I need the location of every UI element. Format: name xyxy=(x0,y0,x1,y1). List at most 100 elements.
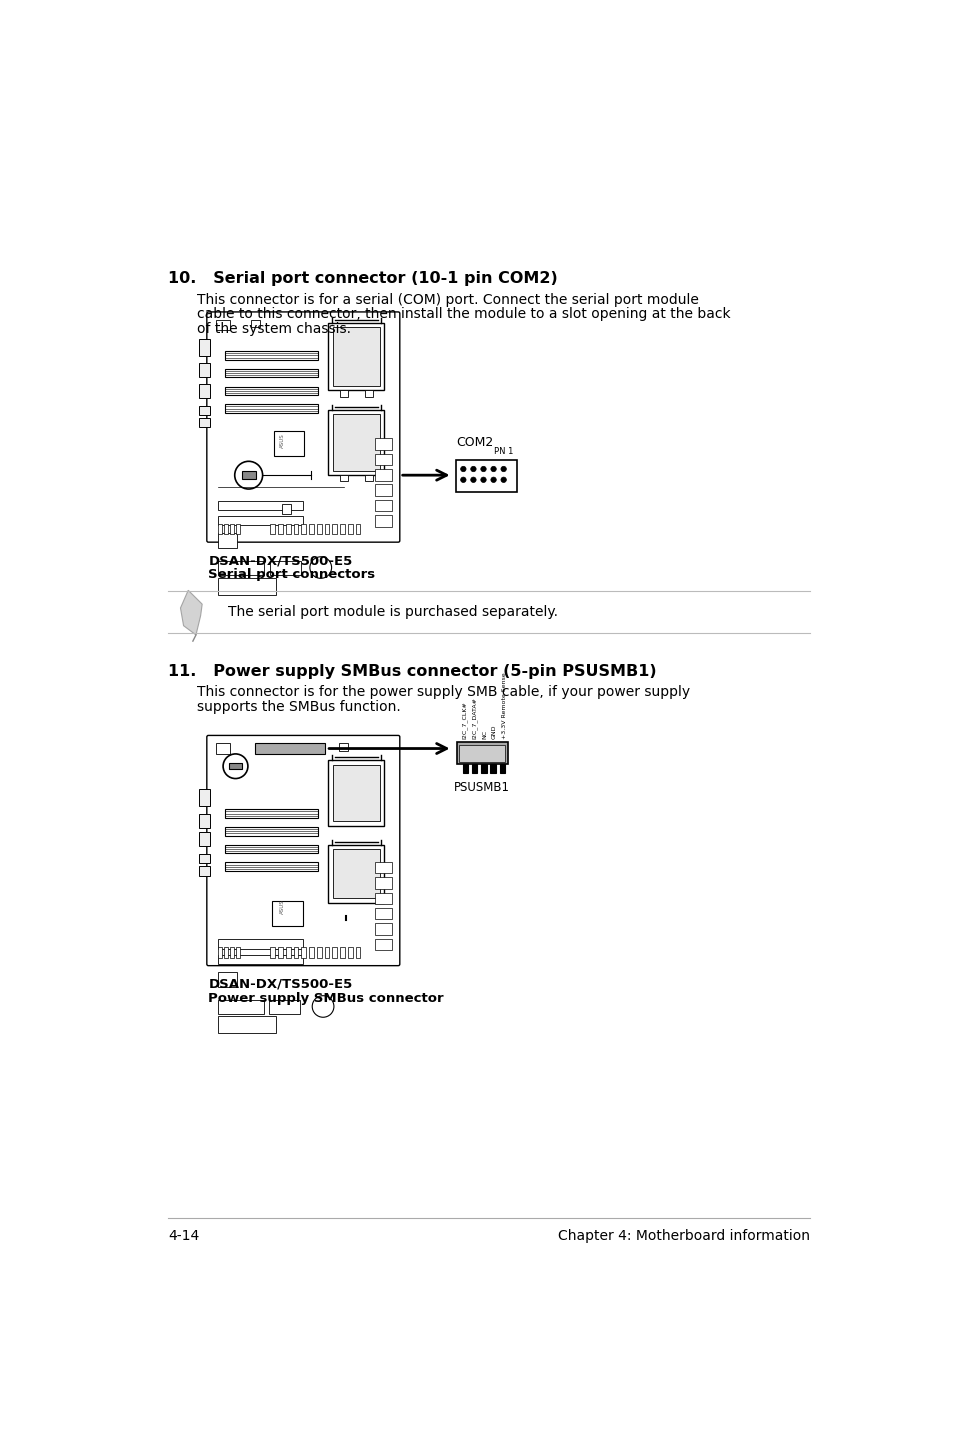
Bar xyxy=(199,384,210,398)
Bar xyxy=(224,523,228,535)
Bar xyxy=(225,351,318,360)
FancyBboxPatch shape xyxy=(207,735,399,966)
Bar xyxy=(328,322,384,391)
Bar xyxy=(375,453,392,464)
Circle shape xyxy=(491,466,496,472)
Bar xyxy=(199,362,210,377)
Text: 10.   Serial port connector (10-1 pin COM2): 10. Serial port connector (10-1 pin COM2… xyxy=(168,272,558,286)
Text: Serial port connectors: Serial port connectors xyxy=(208,568,375,581)
Text: supports the SMBus function.: supports the SMBus function. xyxy=(196,700,400,715)
Bar xyxy=(328,761,384,825)
Circle shape xyxy=(500,477,506,483)
Bar xyxy=(309,948,314,958)
Text: 4-14: 4-14 xyxy=(168,1229,199,1242)
Polygon shape xyxy=(180,590,202,636)
Bar xyxy=(324,948,329,958)
Text: COM2: COM2 xyxy=(456,436,493,449)
Bar xyxy=(333,414,379,470)
Bar xyxy=(472,764,476,774)
Bar xyxy=(301,523,306,535)
Bar xyxy=(216,319,230,331)
Bar xyxy=(199,339,210,355)
Bar xyxy=(301,948,306,958)
Bar xyxy=(230,948,233,958)
Bar xyxy=(216,743,230,754)
Bar xyxy=(217,972,236,988)
Text: 11.   Power supply SMBus connector (5-pin PSUSMB1): 11. Power supply SMBus connector (5-pin … xyxy=(168,664,656,679)
Bar xyxy=(199,866,210,876)
Circle shape xyxy=(480,466,486,472)
Bar xyxy=(251,319,260,328)
Bar xyxy=(286,948,291,958)
Bar xyxy=(286,523,291,535)
Bar xyxy=(278,948,282,958)
Bar xyxy=(199,814,210,828)
Bar xyxy=(348,948,353,958)
Bar xyxy=(333,328,379,385)
Bar xyxy=(225,863,318,871)
Bar xyxy=(462,764,468,774)
Bar xyxy=(332,948,336,958)
Bar xyxy=(365,391,373,397)
Text: GND: GND xyxy=(492,725,497,739)
Text: cable to this connector, then install the module to a slot opening at the back: cable to this connector, then install th… xyxy=(196,308,730,321)
Bar xyxy=(217,500,303,510)
Bar xyxy=(225,827,318,835)
Text: +3.3V Remote Sense: +3.3V Remote Sense xyxy=(501,673,507,739)
Bar xyxy=(217,1001,264,1014)
Bar xyxy=(316,523,321,535)
Bar xyxy=(241,472,255,479)
Bar xyxy=(375,907,392,919)
Text: PSUSMB1: PSUSMB1 xyxy=(454,781,510,794)
Bar xyxy=(217,578,275,594)
Bar xyxy=(375,923,392,935)
Bar xyxy=(332,523,336,535)
Bar xyxy=(375,515,392,526)
Text: This connector is for the power supply SMB cable, if your power supply: This connector is for the power supply S… xyxy=(196,686,689,699)
Bar xyxy=(340,475,348,482)
Bar xyxy=(217,955,303,963)
Bar xyxy=(217,939,303,949)
Bar xyxy=(375,485,392,496)
Bar xyxy=(490,764,496,774)
Bar xyxy=(199,789,210,807)
Bar xyxy=(224,948,228,958)
Bar xyxy=(328,844,384,903)
Circle shape xyxy=(234,462,262,489)
Bar xyxy=(254,743,324,754)
Bar xyxy=(229,764,241,769)
Bar xyxy=(269,1001,299,1014)
Bar xyxy=(217,516,303,525)
Circle shape xyxy=(460,466,466,472)
Bar xyxy=(225,844,318,853)
Bar xyxy=(480,764,486,774)
Circle shape xyxy=(310,557,332,578)
Bar xyxy=(375,939,392,951)
Bar xyxy=(348,523,353,535)
Circle shape xyxy=(480,477,486,483)
Bar xyxy=(270,523,274,535)
Bar xyxy=(365,475,373,482)
Text: Chapter 4: Motherboard information: Chapter 4: Motherboard information xyxy=(558,1229,809,1242)
Bar xyxy=(270,561,301,575)
Bar xyxy=(340,523,344,535)
Bar xyxy=(499,764,505,774)
Bar xyxy=(217,948,221,958)
Bar xyxy=(199,418,210,427)
Bar xyxy=(199,854,210,863)
Bar xyxy=(294,523,298,535)
Bar xyxy=(375,893,392,905)
Bar xyxy=(236,948,240,958)
Text: PN 1: PN 1 xyxy=(493,447,513,456)
Bar xyxy=(217,523,221,535)
Text: ASUS: ASUS xyxy=(279,899,284,913)
Circle shape xyxy=(491,477,496,483)
Bar xyxy=(309,523,314,535)
Text: DSAN-DX/TS500-E5: DSAN-DX/TS500-E5 xyxy=(208,555,353,568)
Bar xyxy=(272,902,303,926)
Circle shape xyxy=(312,995,334,1017)
Bar xyxy=(274,431,303,456)
Bar xyxy=(328,410,384,475)
Circle shape xyxy=(470,466,476,472)
Bar xyxy=(199,833,210,847)
